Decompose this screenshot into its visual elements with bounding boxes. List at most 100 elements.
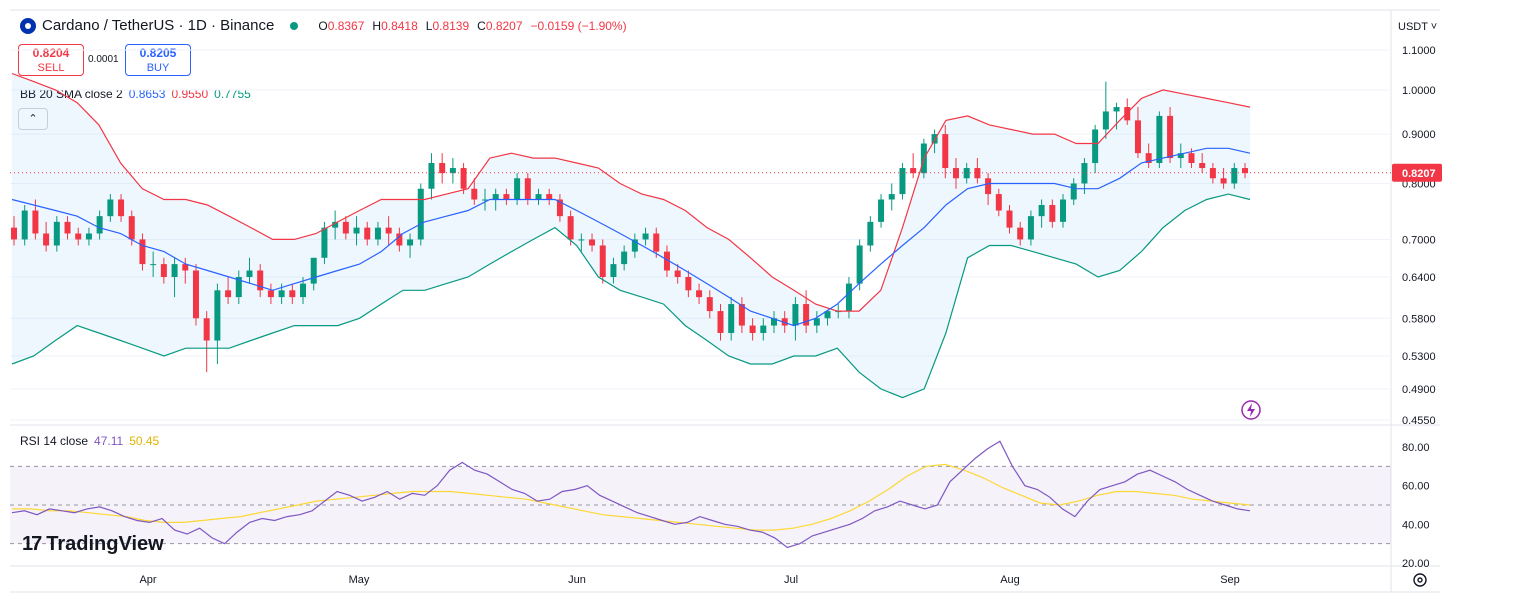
symbol-header[interactable]: Cardano / TetherUS · 1D · Binance O0.836…	[20, 17, 627, 34]
high-label: H	[372, 18, 382, 33]
candle-body	[139, 239, 146, 265]
rsi-tick-label: 20.00	[1402, 558, 1430, 570]
candle-body	[931, 134, 938, 144]
tradingview-logo-icon: 17	[22, 533, 42, 555]
candle-body	[310, 257, 317, 284]
candle-body	[1113, 107, 1120, 112]
candle-body	[845, 283, 852, 312]
buy-label: BUY	[146, 62, 170, 74]
price-tick-label: 0.5300	[1402, 351, 1436, 363]
symbol-title[interactable]: Cardano / TetherUS · 1D · Binance	[42, 17, 275, 34]
candle-body	[171, 264, 178, 278]
candle-body	[524, 178, 531, 200]
candle-body	[717, 311, 724, 333]
time-tick-label: Jun	[568, 574, 586, 586]
open-label: O	[318, 18, 328, 33]
collapse-legend-button[interactable]: ⌃	[18, 108, 48, 130]
candle-body	[599, 245, 606, 278]
rsi-pane	[10, 465, 1391, 545]
settings-button[interactable]	[1410, 570, 1430, 590]
candle-body	[492, 194, 499, 200]
candle-body	[11, 227, 17, 240]
rsi-ma-line	[12, 463, 1251, 531]
time-axis: Apr May Jun Jul Aug Sep	[139, 574, 1239, 586]
candle-body	[771, 318, 778, 326]
candle-body	[1177, 153, 1184, 159]
candle-body	[1220, 178, 1227, 184]
time-tick-label: Aug	[1000, 574, 1020, 586]
candle-body	[674, 270, 681, 278]
candle-body	[503, 194, 510, 200]
lightning-button[interactable]	[1240, 399, 1262, 421]
candle-body	[53, 221, 60, 246]
candle-body	[1070, 183, 1077, 200]
price-tick-label: 1.0000	[1402, 85, 1436, 97]
candle-body	[128, 216, 135, 240]
price-tick-label: 0.7000	[1402, 234, 1436, 246]
candle-body	[160, 264, 167, 278]
bollinger-lines	[11, 72, 1251, 399]
candle-body	[203, 318, 210, 341]
candle-body	[856, 245, 863, 284]
candle-body	[417, 188, 424, 240]
rsi-tick-label: 60.00	[1402, 481, 1430, 493]
tradingview-watermark: 17 TradingView	[22, 533, 164, 556]
candle-body	[449, 168, 456, 174]
candle-body	[471, 188, 478, 200]
candle-body	[289, 290, 296, 298]
currency-selector[interactable]: USDT ˅	[1398, 21, 1438, 33]
candle-body	[514, 178, 521, 200]
candle-body	[878, 199, 885, 222]
candle-body	[910, 168, 917, 174]
market-status-dot-icon	[290, 21, 299, 30]
candle-body	[813, 318, 820, 326]
candle-body	[578, 239, 585, 241]
candle-body	[942, 134, 949, 169]
last-price-label: 0.8207	[1402, 168, 1436, 180]
bollinger-upper-value: 0.9550	[171, 87, 209, 101]
chevron-up-icon: ⌃	[28, 113, 38, 125]
rsi-name: RSI 14 close	[20, 434, 89, 448]
low-label: L	[425, 18, 433, 33]
candle-body	[43, 233, 50, 246]
bollinger-legend[interactable]: BB 20 SMA close 2 0.8653 0.9550 0.7755	[20, 87, 251, 101]
rsi-legend[interactable]: RSI 14 close 47.11 50.45	[20, 434, 159, 448]
time-tick-label: Apr	[139, 574, 156, 586]
candle-body	[460, 168, 467, 189]
rsi-line	[11, 440, 1251, 549]
candle-body	[267, 290, 274, 298]
candle-body	[374, 227, 381, 240]
candle-body	[567, 216, 574, 240]
candle-body	[663, 251, 670, 271]
candle-body	[75, 233, 82, 240]
candle-body	[118, 199, 125, 217]
rsi-tick-label: 40.00	[1402, 519, 1430, 531]
candle-body	[321, 227, 328, 258]
ohlc-values: O0.8367 H0.8418 L0.8139 C0.8207 −0.0159 …	[318, 19, 626, 33]
rsi-lines	[11, 440, 1251, 549]
candle-body	[985, 178, 992, 195]
candle-body	[107, 199, 114, 217]
candle-body	[1199, 163, 1206, 169]
time-tick-label: Sep	[1220, 574, 1240, 586]
lightning-circle	[1241, 400, 1261, 420]
bollinger-lower-line	[11, 193, 1251, 399]
price-tick-label: 0.4900	[1402, 384, 1436, 396]
candle-body	[653, 233, 660, 252]
change-value: −0.0159 (−1.90%)	[530, 18, 627, 33]
candle-body	[214, 290, 221, 341]
rsi-tick-label: 80.00	[1402, 442, 1430, 454]
candle-body	[1209, 168, 1216, 179]
bollinger-basis-line	[11, 147, 1251, 327]
candle-body	[342, 221, 349, 234]
gear-icon	[1413, 573, 1427, 587]
candle-body	[1188, 153, 1195, 164]
candle-body	[481, 199, 488, 201]
candle-body	[824, 311, 831, 319]
candle-body	[192, 270, 199, 319]
candle-body	[1092, 129, 1099, 164]
candle-body	[728, 304, 735, 333]
candle-body	[642, 233, 649, 240]
candle-body	[535, 194, 542, 200]
